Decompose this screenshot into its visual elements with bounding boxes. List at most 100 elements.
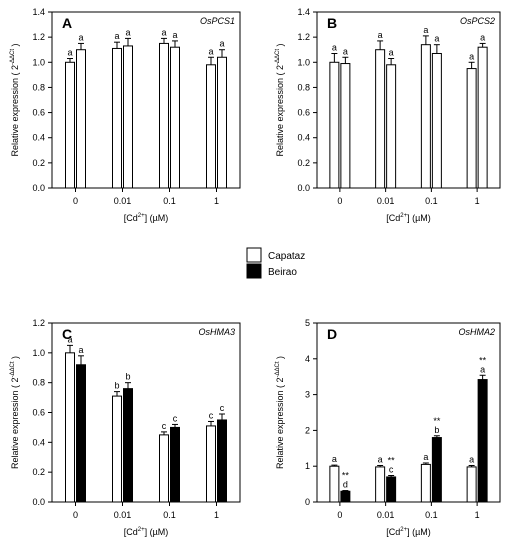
y-tick-label: 1.4 xyxy=(32,7,45,17)
significance-letter: a xyxy=(114,31,119,41)
chart-panel-b: 0.00.20.40.60.81.01.21.40a a0.01aa0.1aa1a… xyxy=(275,7,501,223)
bar xyxy=(170,46,180,189)
gene-label: OsHMA3 xyxy=(198,327,235,337)
x-axis-label: [Cd2+] (µM) xyxy=(124,213,169,223)
x-tick-label: 1 xyxy=(214,510,219,520)
bar xyxy=(386,64,397,189)
bar xyxy=(112,395,122,503)
significance-stars: ** xyxy=(433,416,441,426)
x-tick-label: 1 xyxy=(214,196,219,206)
significance-stars: ** xyxy=(342,471,350,481)
bar xyxy=(206,425,216,503)
panel-letter: B xyxy=(327,15,337,31)
bar xyxy=(340,490,351,503)
bar xyxy=(431,52,442,189)
bar xyxy=(76,364,86,503)
significance-letter: c xyxy=(173,413,178,423)
significance-letter: a xyxy=(423,452,428,462)
significance-letter: a xyxy=(343,46,348,56)
significance-letter: a xyxy=(125,27,130,37)
significance-letter: a xyxy=(78,345,83,355)
y-tick-label: 1.2 xyxy=(32,318,45,328)
x-tick-label: 0.1 xyxy=(163,196,176,206)
significance-stars: ** xyxy=(388,456,396,466)
bar xyxy=(420,44,431,189)
y-tick-label: 1.0 xyxy=(297,57,310,67)
bar xyxy=(329,465,340,503)
legend: Capataz Beirao xyxy=(246,247,305,279)
significance-stars: ** xyxy=(479,355,487,365)
y-tick-label: 0.8 xyxy=(32,82,45,92)
gene-label: OsHMA2 xyxy=(458,327,495,337)
significance-letter: a xyxy=(423,25,428,35)
significance-letter: d xyxy=(343,480,348,490)
x-axis-label: [Cd2+] (µM) xyxy=(386,527,431,537)
y-tick-label: 0.6 xyxy=(297,108,310,118)
bar xyxy=(466,68,477,189)
gene-label: OsPCS1 xyxy=(200,16,235,26)
y-tick-label: 0.0 xyxy=(32,497,45,507)
y-tick-label: 0 xyxy=(305,497,310,507)
y-tick-label: 0.0 xyxy=(32,183,45,193)
x-tick-label: 0.1 xyxy=(163,510,176,520)
panel-letter: A xyxy=(62,15,72,31)
x-tick-label: 0.01 xyxy=(114,510,132,520)
y-tick-label: 1.4 xyxy=(297,7,310,17)
x-axis-label: [Cd2+] (µM) xyxy=(386,213,431,223)
bar xyxy=(477,46,488,189)
bar xyxy=(420,463,431,503)
y-tick-label: 1.2 xyxy=(297,32,310,42)
y-tick-label: 0.2 xyxy=(32,158,45,168)
y-tick-label: 1.0 xyxy=(32,57,45,67)
significance-letter: c xyxy=(220,403,225,413)
significance-letter: a xyxy=(332,42,337,52)
x-tick-label: 0.01 xyxy=(377,196,395,206)
y-tick-label: 5 xyxy=(305,318,310,328)
bar xyxy=(65,352,75,503)
bar xyxy=(159,434,169,503)
bar xyxy=(217,419,227,503)
bar xyxy=(477,379,488,503)
x-tick-label: 1 xyxy=(475,196,480,206)
significance-letter: a xyxy=(469,454,474,464)
bar xyxy=(65,61,75,189)
significance-letter: a xyxy=(172,30,177,40)
bar xyxy=(123,388,133,503)
bar xyxy=(112,47,122,189)
y-axis-label: Relative expression ( 2-ΔΔCt ) xyxy=(275,356,285,469)
legend-label-capataz: Capataz xyxy=(268,251,305,262)
significance-letter: a xyxy=(389,48,394,58)
significance-letter: a xyxy=(208,46,213,56)
significance-letter: a xyxy=(480,32,485,42)
x-tick-label: 0.01 xyxy=(114,196,132,206)
y-axis-label: Relative expression ( 2-ΔΔCt ) xyxy=(10,43,20,156)
bar xyxy=(170,426,180,503)
significance-letter: b xyxy=(114,381,119,391)
significance-letter: a xyxy=(378,30,383,40)
x-tick-label: 0 xyxy=(337,510,342,520)
y-tick-label: 3 xyxy=(305,390,310,400)
x-tick-label: 0.01 xyxy=(377,510,395,520)
significance-letter: a xyxy=(161,27,166,37)
legend-swatch-beirao xyxy=(246,263,262,279)
x-tick-label: 1 xyxy=(475,510,480,520)
y-tick-label: 0.8 xyxy=(297,82,310,92)
bar xyxy=(386,476,397,503)
y-tick-label: 1 xyxy=(305,461,310,471)
bar xyxy=(159,42,169,189)
y-axis-label: Relative expression ( 2-ΔΔCt ) xyxy=(10,356,20,469)
significance-letter: a xyxy=(480,364,485,374)
x-tick-label: 0.1 xyxy=(425,196,438,206)
panel-letter: D xyxy=(327,326,337,342)
significance-letter: a xyxy=(67,334,72,344)
legend-label-beirao: Beirao xyxy=(268,267,297,278)
significance-letter: c xyxy=(209,410,214,420)
y-tick-label: 0.6 xyxy=(32,408,45,418)
significance-letter: a xyxy=(469,51,474,61)
legend-swatch-capataz xyxy=(246,247,262,263)
y-tick-label: 2 xyxy=(305,425,310,435)
gene-label: OsPCS2 xyxy=(460,16,495,26)
